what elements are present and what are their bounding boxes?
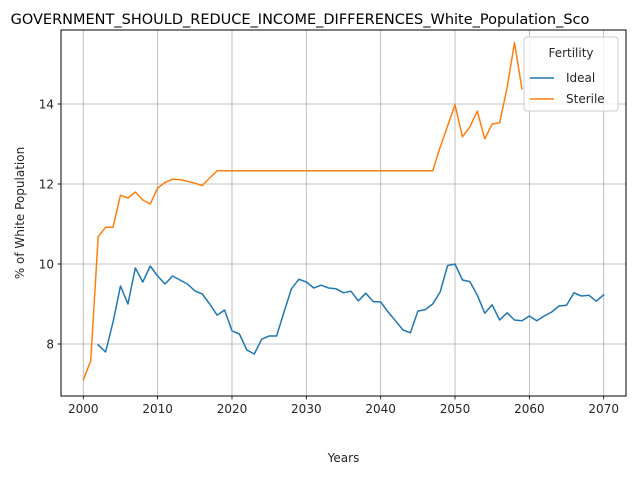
legend-label-ideal: Ideal: [566, 71, 595, 85]
x-tick-label: 2070: [588, 402, 619, 416]
x-tick-label: 2060: [514, 402, 545, 416]
y-tick-label: 10: [39, 258, 54, 272]
y-tick-label: 12: [39, 178, 54, 192]
chart-title: GOVERNMENT_SHOULD_REDUCE_INCOME_DIFFEREN…: [11, 12, 590, 28]
series-line-ideal: [97, 263, 605, 355]
series-lines: [82, 42, 605, 381]
axis-ticks: 2000 2010 2020 2030 2040 2050 2060 2070 8 10 12 14: [39, 98, 619, 417]
legend-title: Fertility: [548, 46, 593, 60]
plot-frame: [60, 29, 627, 397]
y-tick-label: 14: [39, 98, 54, 112]
series-line-sterile: [82, 42, 523, 381]
x-tick-label: 2010: [142, 402, 173, 416]
x-tick-label: 2020: [217, 402, 248, 416]
y-tick-label: 8: [46, 338, 54, 352]
x-axis-label: Years: [327, 451, 360, 465]
y-axis-label: % of White Population: [13, 147, 27, 279]
x-tick-label: 2000: [68, 402, 99, 416]
x-tick-label: 2040: [365, 402, 396, 416]
x-tick-label: 2030: [291, 402, 322, 416]
legend-label-sterile: Sterile: [566, 92, 605, 106]
legend-box: [523, 36, 619, 112]
x-tick-label: 2050: [440, 402, 471, 416]
legend: Fertility Ideal Sterile: [523, 36, 619, 112]
